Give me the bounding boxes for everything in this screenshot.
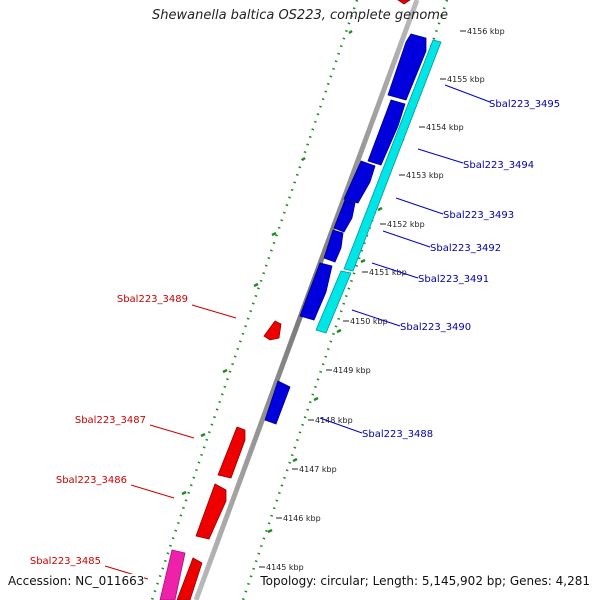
gene-3488[interactable] [264, 380, 291, 425]
cds-segment-3485[interactable] [159, 549, 186, 600]
gc-tick [181, 490, 187, 496]
gc-tick [348, 29, 353, 35]
gc-tick [360, 258, 366, 264]
gene-3487[interactable] [217, 426, 246, 479]
genome-title: Shewanella baltica OS223, complete genom… [152, 8, 448, 23]
forward-gene-labels: Sbal223_3495 Sbal223_3494 Sbal223_3493 S… [319, 84, 560, 440]
gc-ticks-inner [181, 29, 353, 496]
leader-line [351, 309, 401, 327]
gene-label-3493[interactable]: Sbal223_3493 [443, 210, 514, 221]
topology-summary: Topology: circular; Length: 5,145,902 bp… [260, 574, 590, 588]
gene-3493[interactable] [333, 199, 356, 233]
gene-label-3490[interactable]: Sbal223_3490 [400, 322, 471, 333]
scale-tick-label: 4153 kbp [406, 171, 444, 180]
cds-forward-track [315, 39, 442, 334]
gene-label-3489[interactable]: Sbal223_3489 [117, 294, 188, 305]
gene-3493a[interactable] [343, 160, 376, 204]
leader-line [319, 417, 363, 434]
cds-segment-3495[interactable] [343, 39, 442, 272]
leader-line [371, 262, 419, 279]
scale-tick-label: 4156 kbp [467, 27, 505, 36]
leader-line [395, 197, 444, 215]
scale-tick-label: 4151 kbp [369, 268, 407, 277]
gc-skew-track [150, 0, 449, 600]
scale-ticks: 4156 kbp 4155 kbp 4154 kbp 4153 kbp 4152… [259, 27, 505, 572]
scale-tick-label: 4149 kbp [333, 366, 371, 375]
reverse-gene-labels: Sbal223_3489 Sbal223_3487 Sbal223_3486 S… [30, 294, 237, 580]
gc-tick [336, 328, 342, 334]
gc-tick [253, 282, 259, 288]
gc-tick [200, 432, 206, 438]
gc-tick [222, 368, 228, 374]
gene-label-3491[interactable]: Sbal223_3491 [418, 274, 489, 285]
scale-tick-label: 4147 kbp [299, 465, 337, 474]
gene-label-3495[interactable]: Sbal223_3495 [489, 99, 560, 110]
scale-tick-label: 4145 kbp [266, 563, 304, 572]
forward-genes [264, 33, 427, 425]
gc-tick [313, 396, 319, 402]
gc-track-outer [241, 0, 449, 600]
gene-label-3492[interactable]: Sbal223_3492 [430, 243, 501, 254]
leader-line [444, 84, 491, 103]
scale-tick-label: 4150 kbp [350, 317, 388, 326]
gene-label-3487[interactable]: Sbal223_3487 [75, 415, 146, 426]
leader-line [149, 424, 195, 439]
gc-tick [377, 206, 383, 212]
gc-tick [267, 528, 273, 534]
scale-tick-label: 4152 kbp [387, 220, 425, 229]
gene-label-3488[interactable]: Sbal223_3488 [362, 429, 433, 440]
gc-tick [301, 156, 306, 162]
cds-reverse-track [159, 549, 186, 600]
gene-label-3485[interactable]: Sbal223_3485 [30, 556, 101, 567]
gene-3495[interactable] [387, 33, 427, 101]
gene-3492[interactable] [323, 229, 344, 263]
leader-line [130, 484, 175, 499]
gene-3491[interactable] [299, 262, 333, 321]
gc-tick [271, 231, 277, 237]
gene-3485[interactable] [176, 557, 203, 600]
gc-tick [292, 457, 298, 463]
gene-top-edge[interactable] [397, 0, 411, 5]
accession-text: Accession: NC_011663 [8, 574, 145, 588]
gene-3486[interactable] [195, 483, 227, 540]
scale-tick-label: 4154 kbp [426, 123, 464, 132]
leader-line [382, 230, 431, 248]
gc-track-inner [150, 0, 359, 600]
scale-tick-label: 4146 kbp [283, 514, 321, 523]
cds-segment-3490[interactable] [315, 270, 352, 334]
scale-tick-label: 4155 kbp [447, 75, 485, 84]
leader-line [417, 148, 464, 164]
reverse-genes [176, 0, 411, 600]
gene-3489[interactable] [263, 320, 282, 341]
leader-line [191, 304, 237, 319]
gene-label-3494[interactable]: Sbal223_3494 [463, 160, 534, 171]
gene-3494[interactable] [367, 99, 406, 166]
gene-label-3486[interactable]: Sbal223_3486 [56, 475, 127, 486]
scale-tick-label: 4148 kbp [315, 416, 353, 425]
